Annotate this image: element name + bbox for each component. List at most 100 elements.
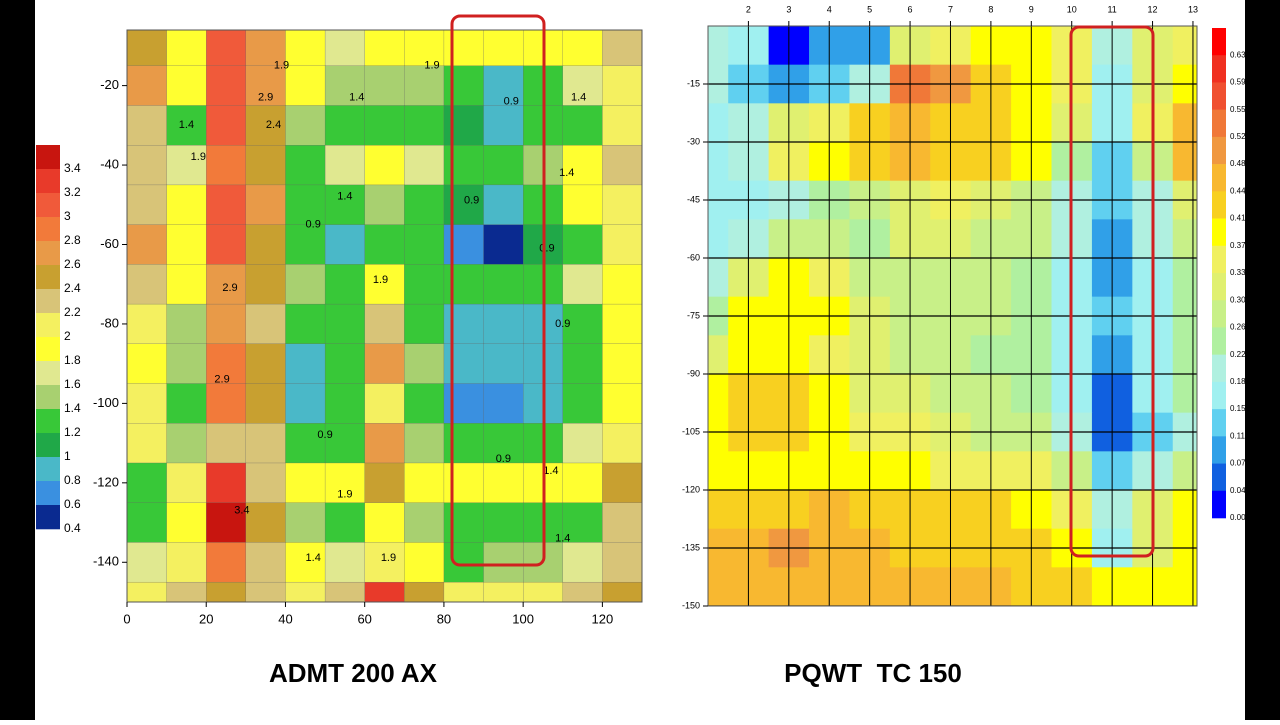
colorbar-label: 0.6 [64, 497, 81, 511]
x-tick-label: 5 [867, 4, 872, 14]
y-tick-label: -60 [100, 236, 119, 251]
colorbar-swatch [36, 337, 60, 362]
cell [602, 30, 642, 67]
contour-label: 1.4 [555, 532, 570, 544]
cell [562, 264, 604, 305]
contour-label: 0.9 [504, 95, 519, 107]
cell [404, 423, 445, 464]
y-tick-label: -40 [100, 156, 119, 171]
cell [245, 65, 287, 107]
colorbar-swatch [1212, 300, 1226, 328]
cell [404, 581, 445, 602]
colorbar-swatch [1212, 218, 1226, 247]
x-tick-label: 4 [827, 4, 832, 14]
cell [404, 145, 445, 186]
cell [127, 224, 168, 266]
cell [127, 264, 168, 305]
cell [562, 184, 604, 226]
colorbar-swatch [36, 313, 60, 338]
cell [245, 462, 287, 504]
colorbar-swatch [1212, 55, 1226, 83]
cell [483, 303, 524, 345]
cell [285, 502, 326, 544]
cell [206, 105, 247, 146]
y-tick-label: -105 [682, 426, 700, 436]
colorbar-label: 0.11 [1230, 431, 1246, 440]
colorbar-label: 0.37 [1230, 241, 1246, 250]
colorbar-swatch [36, 193, 60, 218]
colorbar-label: 2.2 [64, 305, 81, 319]
cell [404, 224, 445, 266]
cell [483, 65, 524, 107]
x-tick-label: 40 [278, 611, 292, 626]
contour-label: 1.9 [337, 489, 352, 501]
x-tick-label: 2 [746, 4, 751, 14]
cell [483, 224, 524, 266]
cell [127, 30, 168, 67]
cell [285, 184, 326, 226]
colorbar-swatch [36, 481, 60, 506]
cell [245, 105, 287, 146]
y-tick-label: -100 [93, 395, 119, 410]
colorbar-label: 0.18 [1230, 377, 1246, 386]
cell [443, 502, 485, 544]
colorbar-swatch [36, 145, 60, 170]
cell [285, 105, 326, 146]
y-tick-label: -20 [100, 77, 119, 92]
cell [324, 343, 366, 385]
colorbar-label: 0.30 [1230, 295, 1246, 304]
cell [245, 423, 287, 464]
cell [324, 383, 366, 424]
cell [285, 224, 326, 266]
cell [364, 303, 405, 345]
letterbox [1245, 0, 1280, 720]
contour-label: 1.9 [424, 60, 439, 72]
x-tick-label: 10 [1067, 4, 1077, 14]
colorbar-swatch [36, 265, 60, 290]
contour-label: 1.4 [349, 91, 364, 103]
cell [285, 30, 326, 67]
contour-label: 1.4 [559, 167, 574, 179]
colorbar-swatch [36, 433, 60, 458]
colorbar-label: 0.59 [1230, 78, 1246, 87]
cell [245, 502, 287, 544]
cell [285, 581, 326, 602]
colorbar-label: 0.04 [1230, 486, 1246, 495]
colorbar-label: 1.8 [64, 353, 81, 367]
cell [206, 581, 247, 602]
x-tick-label: 6 [908, 4, 913, 14]
contour-label: 2.9 [222, 282, 237, 294]
colorbar-swatch [36, 241, 60, 266]
cell [245, 383, 287, 424]
contour-label: 0.9 [306, 219, 321, 231]
x-tick-label: 20 [199, 611, 213, 626]
cell [404, 65, 445, 107]
cell [166, 542, 207, 583]
y-tick-label: -120 [93, 474, 119, 489]
cell [364, 145, 405, 186]
caption: PQWT TC 150 [784, 658, 962, 688]
cell [166, 184, 207, 226]
cell [708, 219, 729, 259]
cell [562, 462, 604, 504]
cell [443, 105, 485, 146]
cell [602, 145, 642, 186]
contour-label: 1.4 [337, 191, 352, 203]
colorbar-label: 0.41 [1230, 214, 1246, 223]
cell [364, 383, 405, 424]
cell [404, 303, 445, 345]
colorbar-swatch [1212, 490, 1226, 519]
colorbar-swatch [1212, 82, 1226, 110]
cell [364, 105, 405, 146]
cell [483, 462, 524, 504]
contour-label: 0.9 [464, 195, 479, 207]
cell [364, 65, 405, 107]
y-tick-label: -75 [687, 310, 700, 320]
cell [206, 145, 247, 186]
colorbar-label: 0.52 [1230, 132, 1246, 141]
colorbar-swatch [1212, 409, 1226, 437]
cell [245, 303, 287, 345]
y-tick-label: -30 [687, 136, 700, 146]
cell [562, 105, 604, 146]
